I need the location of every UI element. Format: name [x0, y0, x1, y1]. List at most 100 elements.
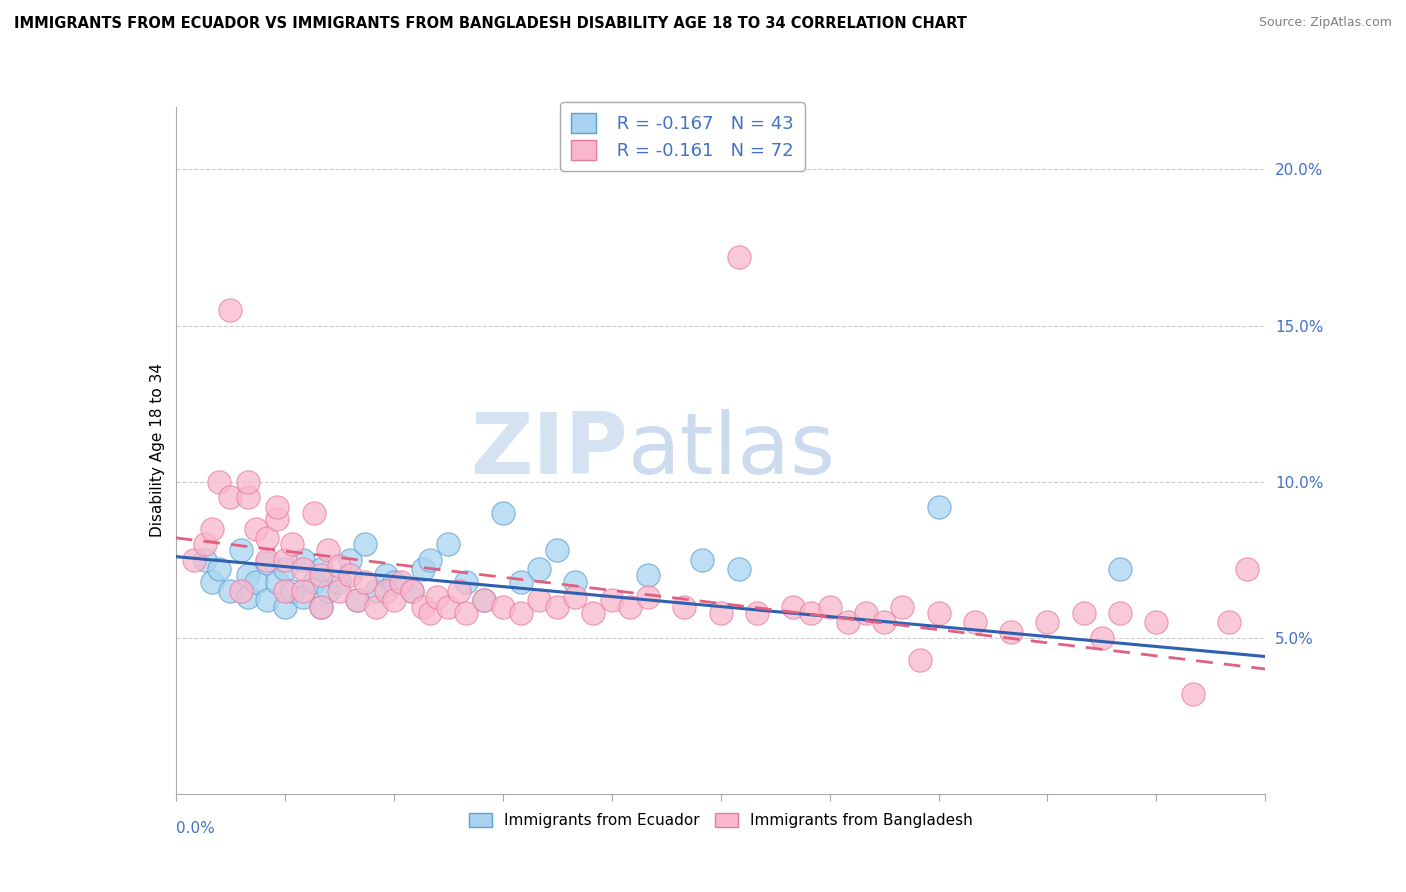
Point: [256, 556, 278, 570]
Point: [492, 506, 515, 520]
Point: [291, 583, 314, 598]
Point: [318, 583, 340, 598]
Point: [710, 606, 733, 620]
Point: [401, 583, 423, 598]
Point: [637, 568, 659, 582]
Point: [419, 552, 441, 567]
Point: [546, 543, 568, 558]
Point: [727, 562, 749, 576]
Point: [1091, 631, 1114, 645]
Point: [673, 599, 696, 614]
Point: [412, 562, 434, 576]
Point: [818, 599, 841, 614]
Point: [745, 606, 768, 620]
Point: [339, 568, 361, 582]
Point: [245, 521, 267, 535]
Y-axis label: Disability Age 18 to 34: Disability Age 18 to 34: [149, 363, 165, 538]
Point: [382, 593, 405, 607]
Point: [382, 574, 405, 589]
Point: [238, 591, 260, 605]
Point: [328, 583, 350, 598]
Point: [208, 562, 231, 576]
Point: [328, 558, 350, 574]
Point: [375, 568, 398, 582]
Point: [437, 537, 460, 551]
Point: [389, 574, 412, 589]
Point: [309, 599, 332, 614]
Point: [266, 500, 288, 514]
Point: [1000, 624, 1022, 639]
Point: [474, 593, 496, 607]
Point: [309, 568, 332, 582]
Point: [256, 552, 278, 567]
Point: [183, 552, 205, 567]
Point: [194, 537, 217, 551]
Point: [456, 574, 478, 589]
Point: [309, 562, 332, 576]
Legend: Immigrants from Ecuador, Immigrants from Bangladesh: Immigrants from Ecuador, Immigrants from…: [463, 807, 979, 834]
Point: [1036, 615, 1059, 630]
Point: [291, 591, 314, 605]
Point: [564, 574, 586, 589]
Text: Source: ZipAtlas.com: Source: ZipAtlas.com: [1258, 16, 1392, 29]
Point: [353, 574, 375, 589]
Point: [1218, 615, 1240, 630]
Point: [928, 500, 950, 514]
Point: [364, 583, 387, 598]
Point: [928, 606, 950, 620]
Point: [318, 543, 340, 558]
Point: [302, 574, 325, 589]
Point: [637, 591, 659, 605]
Point: [474, 593, 496, 607]
Text: ZIP: ZIP: [470, 409, 628, 492]
Point: [456, 606, 478, 620]
Point: [782, 599, 804, 614]
Point: [855, 606, 877, 620]
Point: [339, 552, 361, 567]
Point: [291, 552, 314, 567]
Point: [291, 562, 314, 576]
Point: [582, 606, 605, 620]
Point: [437, 599, 460, 614]
Text: IMMIGRANTS FROM ECUADOR VS IMMIGRANTS FROM BANGLADESH DISABILITY AGE 18 TO 34 CO: IMMIGRANTS FROM ECUADOR VS IMMIGRANTS FR…: [14, 16, 967, 31]
Point: [353, 537, 375, 551]
Point: [375, 583, 398, 598]
Point: [1073, 606, 1095, 620]
Point: [800, 606, 823, 620]
Point: [245, 574, 267, 589]
Point: [238, 490, 260, 504]
Point: [1109, 562, 1132, 576]
Point: [447, 583, 470, 598]
Point: [201, 574, 224, 589]
Point: [281, 583, 304, 598]
Point: [546, 599, 568, 614]
Point: [401, 583, 423, 598]
Point: [509, 606, 531, 620]
Point: [274, 599, 297, 614]
Point: [1181, 687, 1204, 701]
Point: [600, 593, 623, 607]
Point: [891, 599, 914, 614]
Point: [412, 599, 434, 614]
Point: [281, 537, 304, 551]
Point: [238, 475, 260, 489]
Point: [1146, 615, 1168, 630]
Point: [1236, 562, 1258, 576]
Point: [194, 552, 217, 567]
Point: [219, 302, 242, 317]
Point: [266, 512, 288, 526]
Point: [201, 521, 224, 535]
Point: [509, 574, 531, 589]
Text: atlas: atlas: [628, 409, 837, 492]
Point: [564, 591, 586, 605]
Point: [727, 250, 749, 264]
Point: [527, 593, 550, 607]
Point: [231, 543, 253, 558]
Point: [274, 562, 297, 576]
Point: [219, 583, 242, 598]
Point: [266, 574, 288, 589]
Point: [692, 552, 714, 567]
Point: [274, 552, 297, 567]
Point: [309, 599, 332, 614]
Point: [426, 591, 449, 605]
